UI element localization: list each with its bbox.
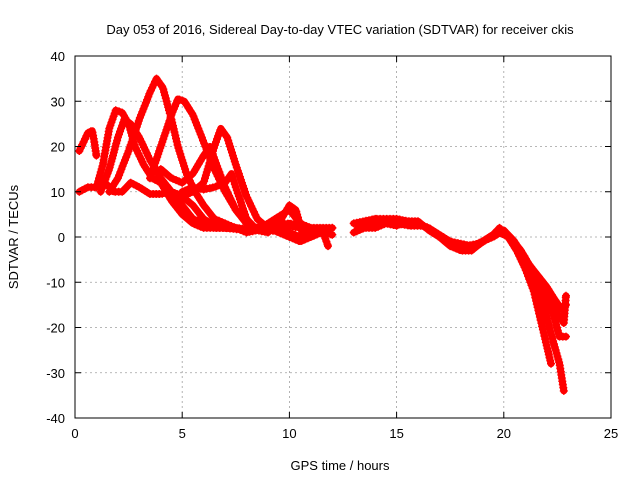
x-tick-label: 5: [179, 426, 186, 441]
chart-title: Day 053 of 2016, Sidereal Day-to-day VTE…: [106, 22, 574, 37]
x-tick-label: 10: [282, 426, 296, 441]
data-point-marker: [264, 228, 272, 237]
y-tick-label: 10: [51, 185, 65, 200]
data-point-marker: [562, 291, 570, 300]
y-tick-label: 0: [58, 230, 65, 245]
x-tick-label: 20: [497, 426, 511, 441]
y-tick-label: -10: [46, 275, 65, 290]
x-tick-label: 0: [71, 426, 78, 441]
x-tick-label: 15: [389, 426, 403, 441]
y-tick-label: -30: [46, 366, 65, 381]
series-arc-peak-14: [178, 170, 272, 237]
data-point-marker: [328, 230, 337, 239]
y-tick-label: -40: [46, 411, 65, 426]
data-point-marker: [562, 300, 570, 309]
data-point-marker: [562, 332, 570, 341]
y-tick-label: -20: [46, 321, 65, 336]
data-point-marker: [92, 151, 101, 160]
y-tick-label: 20: [51, 140, 65, 155]
data-point-marker: [547, 359, 555, 368]
data-point-marker: [560, 302, 569, 310]
series-arc-mid-e: [478, 223, 570, 313]
data-point-marker: [86, 127, 95, 136]
y-tick-label: 40: [51, 49, 65, 64]
grid-layer: [75, 56, 611, 418]
series-arc-peak-24: [167, 124, 332, 251]
axis-layer: 0 5 10 15 20 25 -40 -30 -20 -10 0 10 20 30 40: [46, 49, 618, 441]
x-axis-label: GPS time / hours: [291, 458, 390, 473]
data-point-marker: [559, 386, 568, 395]
y-tick-label: 30: [51, 94, 65, 109]
series-arc-early: [75, 127, 101, 160]
y-axis-label: SDTVAR / TECUs: [6, 184, 21, 289]
data-point-marker: [324, 242, 332, 251]
x-tick-label: 25: [604, 426, 618, 441]
data-layer: [75, 74, 570, 395]
data-point-marker: [328, 223, 337, 232]
